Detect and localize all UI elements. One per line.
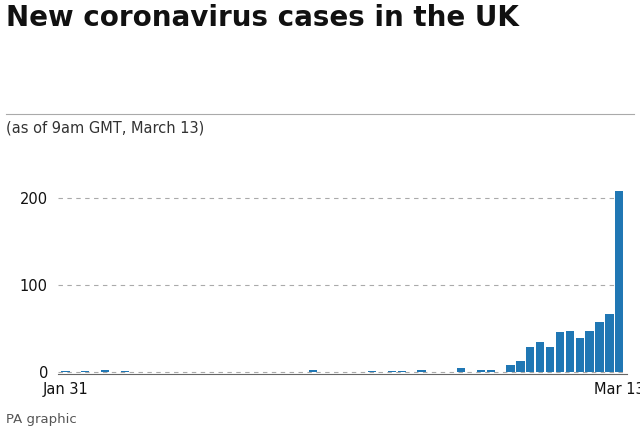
Bar — [121, 371, 129, 372]
Bar — [556, 332, 564, 372]
Bar — [546, 347, 554, 372]
Bar — [586, 331, 594, 372]
Text: New coronavirus cases in the UK: New coronavirus cases in the UK — [6, 4, 519, 32]
Bar — [457, 368, 465, 372]
Bar — [526, 347, 534, 372]
Bar — [477, 370, 485, 372]
Bar — [506, 366, 515, 372]
Bar — [615, 191, 623, 372]
Bar — [397, 371, 406, 372]
Bar — [388, 371, 396, 372]
Bar — [486, 370, 495, 372]
Bar — [575, 338, 584, 372]
Bar — [308, 370, 317, 372]
Text: PA graphic: PA graphic — [6, 413, 77, 426]
Bar — [605, 314, 614, 372]
Text: (as of 9am GMT, March 13): (as of 9am GMT, March 13) — [6, 120, 205, 135]
Bar — [536, 342, 545, 372]
Bar — [368, 371, 376, 372]
Bar — [566, 331, 574, 372]
Bar — [61, 371, 70, 372]
Bar — [516, 361, 525, 372]
Bar — [595, 322, 604, 372]
Bar — [101, 370, 109, 372]
Bar — [417, 370, 426, 372]
